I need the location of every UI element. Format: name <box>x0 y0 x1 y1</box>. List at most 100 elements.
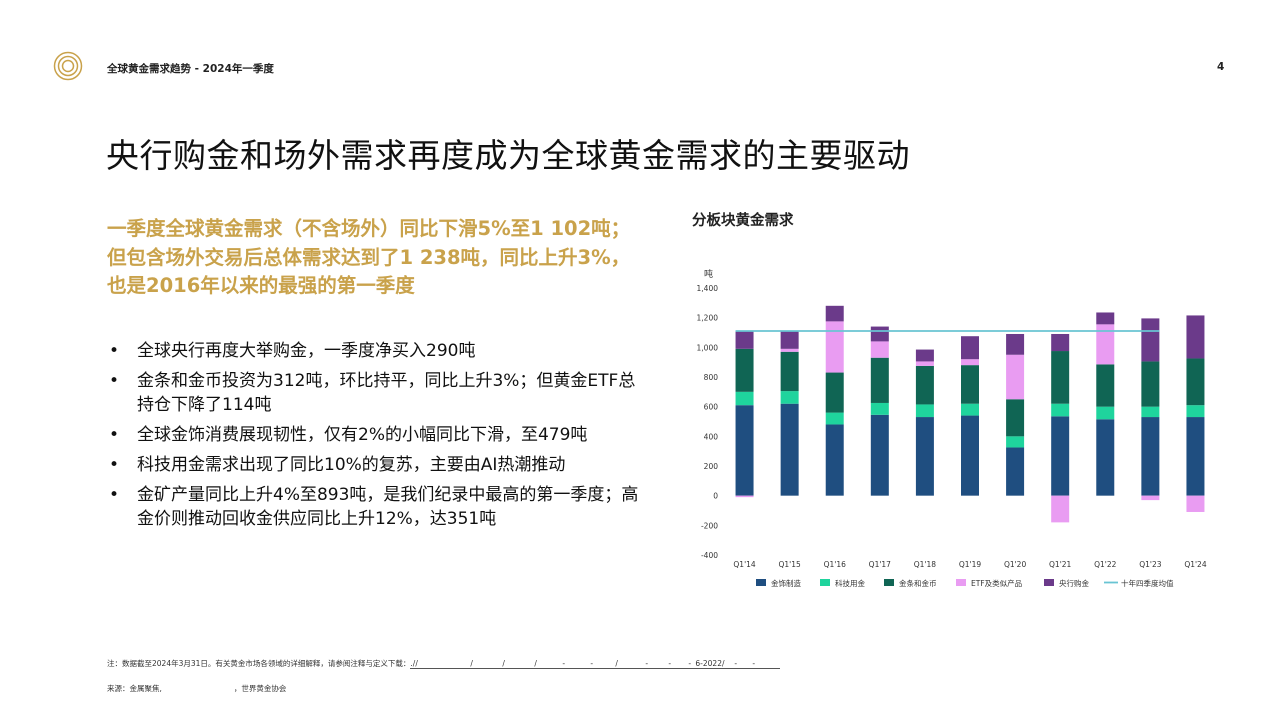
source-prefix: 来源：金属聚焦, <box>107 684 162 693</box>
legend-label: 央行购金 <box>1059 578 1089 588</box>
lead-paragraph: 一季度全球黄金需求（不含场外）同比下滑5%至1 102吨；但包含场外交易后总体需… <box>107 217 631 297</box>
bullet-icon: • <box>109 371 120 391</box>
bar-segment <box>1096 419 1115 496</box>
bar-segment <box>1096 364 1115 407</box>
y-tick-label: 800 <box>704 373 719 382</box>
bar-segment <box>870 414 889 496</box>
bar-segment <box>961 403 979 416</box>
y-tick-label: -200 <box>701 521 718 530</box>
bar-segment <box>1051 416 1070 496</box>
bar-segment <box>1186 315 1205 359</box>
bullet-item: • 金矿产量同比上升4%至893吨，是我们纪录中最高的第一季度；高金价则推动回收金… <box>107 483 652 531</box>
bar-segment <box>825 305 844 322</box>
footnote-text: 注：数据截至2024年3月31日。有关黄金市场各领域的详细解释，请参阅注释与定义… <box>107 659 411 668</box>
bullet-text: 金矿产量同比上升4%至893吨，是我们纪录中最高的第一季度；高金价则推动回收金供… <box>137 485 639 529</box>
legend-swatch <box>1044 579 1054 586</box>
bar-segment <box>1141 318 1160 362</box>
bar-segment <box>780 331 799 349</box>
bullet-icon: • <box>109 341 120 361</box>
bar-segment <box>780 403 799 496</box>
bar-segment <box>825 412 844 425</box>
bar-segment <box>1186 417 1205 496</box>
legend-label: 金饰制造 <box>771 578 801 588</box>
bar-segment <box>961 336 979 360</box>
legend-label: 十年四季度均值 <box>1121 578 1174 588</box>
bullet-text: 金条和金币投资为312吨，环比持平，同比上升3%；但黄金ETF总持仓下降了114… <box>137 371 636 415</box>
bar-segment <box>825 372 844 413</box>
bullet-text: 科技用金需求出现了同比10%的复苏，主要由AI热潮推动 <box>137 455 566 475</box>
link-fragment: .// <box>410 659 418 668</box>
x-tick-label: Q1'20 <box>1004 560 1027 569</box>
bar-segment <box>915 404 934 418</box>
bar-segment <box>825 424 844 496</box>
logo-icon <box>53 51 83 81</box>
bar-segment <box>735 405 754 496</box>
bar-segment <box>915 365 934 405</box>
bar-segment <box>735 495 754 498</box>
x-tick-label: Q1'24 <box>1184 560 1207 569</box>
bar-segment <box>1096 324 1115 365</box>
y-tick-label: 200 <box>704 462 719 471</box>
bar-segment <box>1096 406 1115 420</box>
bar-segment <box>1186 358 1205 406</box>
legend-swatch <box>820 579 830 586</box>
bar-segment <box>870 341 889 358</box>
bar-segment <box>1096 312 1115 325</box>
footnote-link[interactable]: ./// / / - - / - - -6-2022/- - <box>410 659 781 669</box>
link-fragment: - <box>734 659 738 668</box>
legend-label: 科技用金 <box>835 578 865 588</box>
bullet-icon: • <box>109 485 120 505</box>
chart-title: 分板块黄金需求 <box>692 213 794 229</box>
link-fragment: - <box>688 659 692 668</box>
x-tick-label: Q1'22 <box>1094 560 1117 569</box>
bullet-item: • 金条和金币投资为312吨，环比持平，同比上升3%；但黄金ETF总持仓下降了11… <box>107 369 652 417</box>
bar-segment <box>915 417 934 496</box>
bar-segment <box>1186 495 1205 512</box>
bullet-item: • 全球央行再度大举购金，一季度净买入290吨 <box>107 339 652 363</box>
link-fragment: - <box>590 659 594 668</box>
bullet-icon: • <box>109 455 120 475</box>
x-tick-label: Q1'16 <box>824 560 847 569</box>
bar-segment <box>1051 333 1070 352</box>
bar-segment <box>915 349 934 362</box>
bar-segment <box>1141 417 1160 496</box>
bar-segment <box>780 348 799 352</box>
bar-segment <box>780 351 799 392</box>
link-fragment: / <box>534 659 537 668</box>
bullet-list: • 全球央行再度大举购金，一季度净买入290吨 • 金条和金币投资为312吨，环比持… <box>107 339 652 537</box>
y-tick-label: 1,200 <box>697 314 719 323</box>
bar-segment <box>870 402 889 415</box>
bar-segment <box>735 331 754 349</box>
x-tick-label: Q1'21 <box>1049 560 1072 569</box>
source-suffix: ，世界黄金协会 <box>233 684 287 693</box>
bar-segment <box>1051 403 1070 417</box>
link-fragment: / <box>502 659 505 668</box>
bar-segment <box>1006 436 1025 448</box>
legend-swatch <box>956 579 966 586</box>
bar-segment <box>1141 361 1160 407</box>
bar-segment <box>1006 399 1025 437</box>
bar-segment <box>1141 406 1160 418</box>
bar-segment <box>1141 495 1160 501</box>
link-fragment: - <box>562 659 566 668</box>
bar-segment <box>1051 495 1070 523</box>
bar-segment <box>961 359 979 366</box>
y-tick-label: 400 <box>704 432 719 441</box>
bar-segment <box>961 365 979 404</box>
y-tick-label: -400 <box>701 551 718 560</box>
y-axis-label: 吨 <box>704 268 713 280</box>
bar-segment <box>1006 354 1025 400</box>
page-number: 4 <box>1217 61 1225 73</box>
bar-segment <box>735 348 754 392</box>
link-fragment: / <box>470 659 473 668</box>
bar-segment <box>870 326 889 342</box>
slide-title: 央行购金和场外需求再度成为全球黄金需求的主要驱动 <box>106 136 910 175</box>
bar-segment <box>915 361 934 366</box>
legend-swatch <box>884 579 894 586</box>
link-fragment: / <box>615 659 618 668</box>
bar-segment <box>870 357 889 403</box>
legend-swatch <box>756 579 766 586</box>
bullet-icon: • <box>109 425 120 445</box>
footnote: 注：数据截至2024年3月31日。有关黄金市场各领域的详细解释，请参阅注释与定义… <box>107 658 781 669</box>
x-tick-label: Q1'23 <box>1139 560 1162 569</box>
